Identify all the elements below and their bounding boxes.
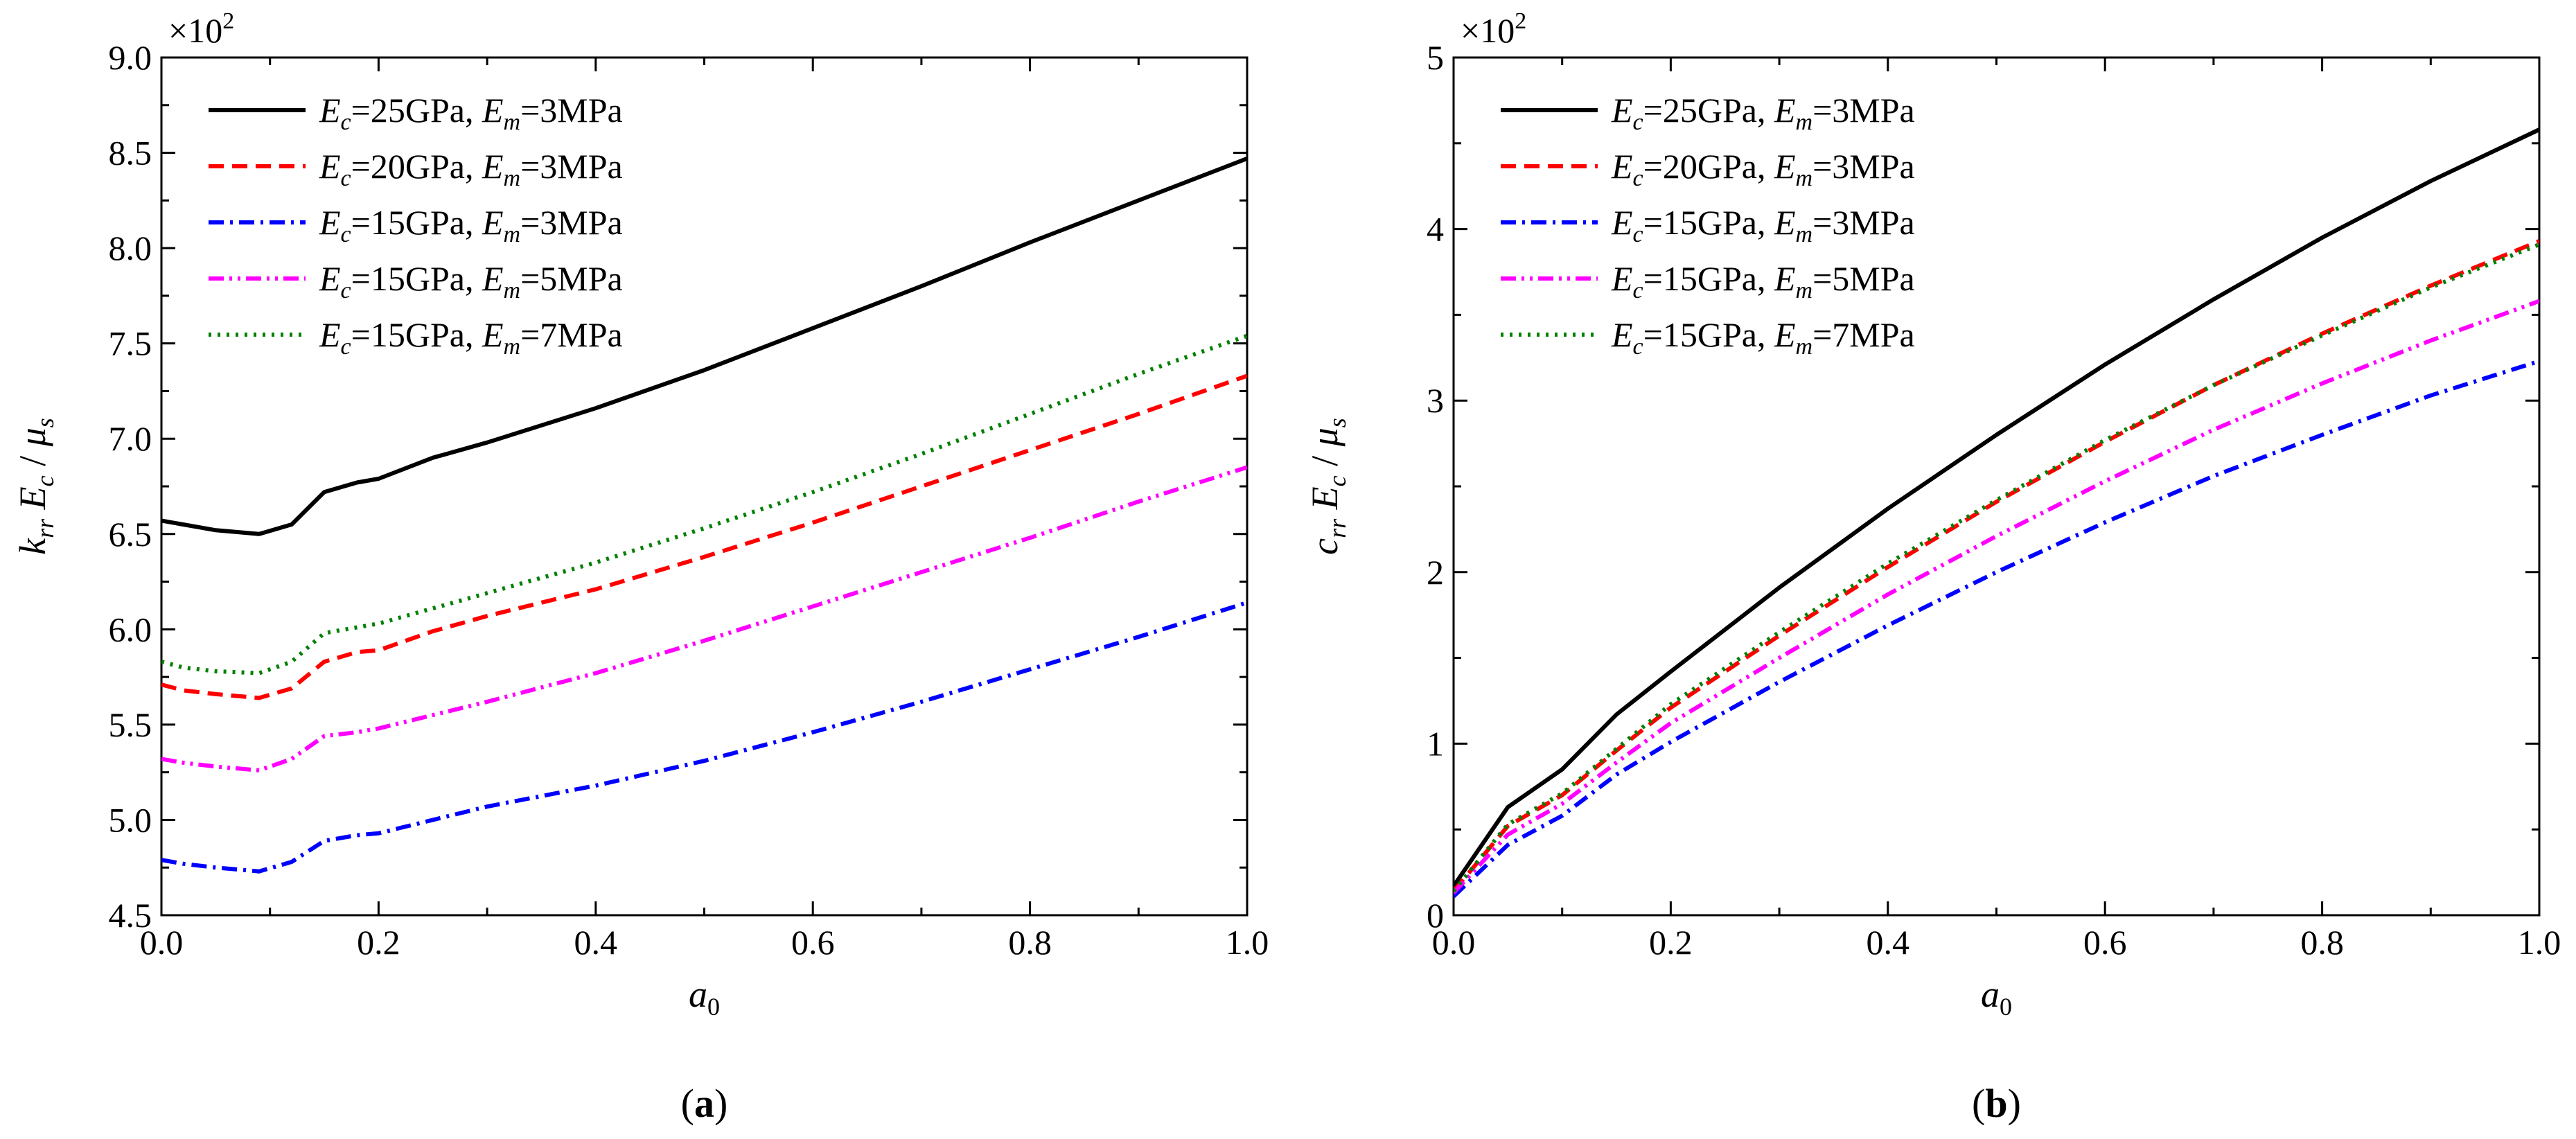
y-tick-label: 3: [1427, 381, 1444, 420]
series-line-2: [161, 373, 1247, 700]
y-label-var-sub: rr: [1323, 518, 1351, 538]
x-axis-label-sub: 0: [707, 993, 720, 1021]
x-tick-label: 1.0: [2518, 923, 2561, 962]
axis-multiplier: ×102: [1461, 8, 1526, 50]
y-axis-label: krr Ec / μs: [12, 418, 59, 555]
legend-entry-5: Ec=15GPa, Em=7MPa: [1611, 315, 1915, 360]
series-line-2: [1454, 239, 2539, 893]
y-tick-label: 4: [1427, 210, 1444, 249]
y-tick-label: 6.0: [109, 610, 152, 648]
y-tick-label: 5.5: [109, 705, 152, 744]
legend-entry-5: Ec=15GPa, Em=7MPa: [319, 315, 623, 360]
panel-label: (b): [1972, 1081, 2021, 1126]
series-line-1: [161, 157, 1247, 536]
y-tick-label: 7.0: [109, 419, 152, 458]
x-tick-label: 0.6: [791, 923, 835, 962]
y-axis-label: crr Ec / μs: [1304, 418, 1351, 555]
legend-entry-3: Ec=15GPa, Em=3MPa: [1611, 203, 1915, 247]
y-tick-label: 9.0: [109, 38, 152, 77]
x-axis-label-sub: 0: [2000, 993, 2012, 1021]
y-tick-label: 2: [1427, 553, 1444, 592]
series-line-4: [1454, 299, 2539, 894]
x-tick-label: 0.4: [1867, 923, 1910, 962]
y-label-var-sub: rr: [31, 518, 59, 538]
x-tick-label: 1.0: [1226, 923, 1269, 962]
legend-entry-4: Ec=15GPa, Em=5MPa: [1611, 259, 1915, 303]
y-label-modulus-sub: c: [1323, 475, 1351, 486]
y-label-var: k: [12, 538, 53, 555]
series-line-1: [1454, 127, 2539, 888]
y-tick-label: 4.5: [109, 896, 152, 935]
x-tick-label: 0.2: [357, 923, 400, 962]
x-tick-label: 0.0: [140, 923, 184, 962]
y-tick-label: 1: [1427, 724, 1444, 763]
y-tick-label: 8.5: [109, 134, 152, 173]
axis-multiplier: ×102: [168, 8, 234, 50]
x-axis-label-base: a: [1981, 973, 2000, 1015]
axis-multiplier-exp: 2: [1515, 8, 1526, 34]
x-tick-label: 0.8: [1008, 923, 1052, 962]
y-label-slash: /: [12, 446, 53, 475]
y-tick-label: 8.0: [109, 229, 152, 267]
y-label-modulus-sub: c: [31, 475, 59, 486]
x-tick-label: 0.0: [1432, 923, 1476, 962]
y-label-modulus: E: [12, 486, 53, 519]
y-tick-label: 7.5: [109, 324, 152, 363]
series-line-4: [161, 465, 1247, 772]
x-tick-label: 0.2: [1649, 923, 1693, 962]
legend-entry-2: Ec=20GPa, Em=3MPa: [1611, 147, 1915, 191]
x-axis-label: a0: [689, 973, 720, 1021]
y-label-slash: /: [1304, 446, 1346, 475]
y-label-mu: μ: [1304, 427, 1346, 447]
y-label-mu: μ: [12, 427, 53, 447]
legend-entry-4: Ec=15GPa, Em=5MPa: [319, 259, 623, 303]
y-label-modulus: E: [1304, 486, 1346, 519]
y-label-var: c: [1304, 538, 1346, 555]
y-tick-label: 6.5: [109, 515, 152, 554]
y-label-mu-sub: s: [1323, 418, 1351, 427]
y-label-mu-sub: s: [31, 418, 59, 427]
axis-multiplier-exp: 2: [222, 8, 234, 34]
axis-multiplier-base: ×10: [168, 11, 222, 50]
panel-a-chart: 0.0 0.2 0.4 0.6 0.8 1.0 4.5 5.0 5.5 6.0 6.5 7.0 7.5 8…: [12, 8, 1269, 1126]
y-tick-label: 0: [1427, 896, 1444, 935]
x-tick-label: 0.8: [2300, 923, 2344, 962]
series-line-5: [161, 333, 1247, 676]
x-axis-label: a0: [1981, 973, 2012, 1021]
plot-frame: [160, 56, 1249, 917]
panel-label: (a): [681, 1081, 728, 1126]
x-tick-label: 0.6: [2083, 923, 2127, 962]
series-line-3: [1454, 359, 2539, 898]
x-tick-label: 0.4: [574, 923, 618, 962]
legend-entry-1: Ec=25GPa, Em=3MPa: [319, 91, 623, 135]
x-axis-label-base: a: [689, 973, 707, 1015]
y-tick-label: 5.0: [109, 800, 152, 839]
legend-entry-3: Ec=15GPa, Em=3MPa: [319, 203, 623, 247]
legend-entry-1: Ec=25GPa, Em=3MPa: [1611, 91, 1915, 135]
series-line-3: [161, 600, 1247, 874]
legend-entry-2: Ec=20GPa, Em=3MPa: [319, 147, 623, 191]
plot-frame: [1452, 56, 2541, 917]
y-tick-label: 5: [1427, 38, 1444, 77]
axis-multiplier-base: ×10: [1461, 11, 1515, 50]
